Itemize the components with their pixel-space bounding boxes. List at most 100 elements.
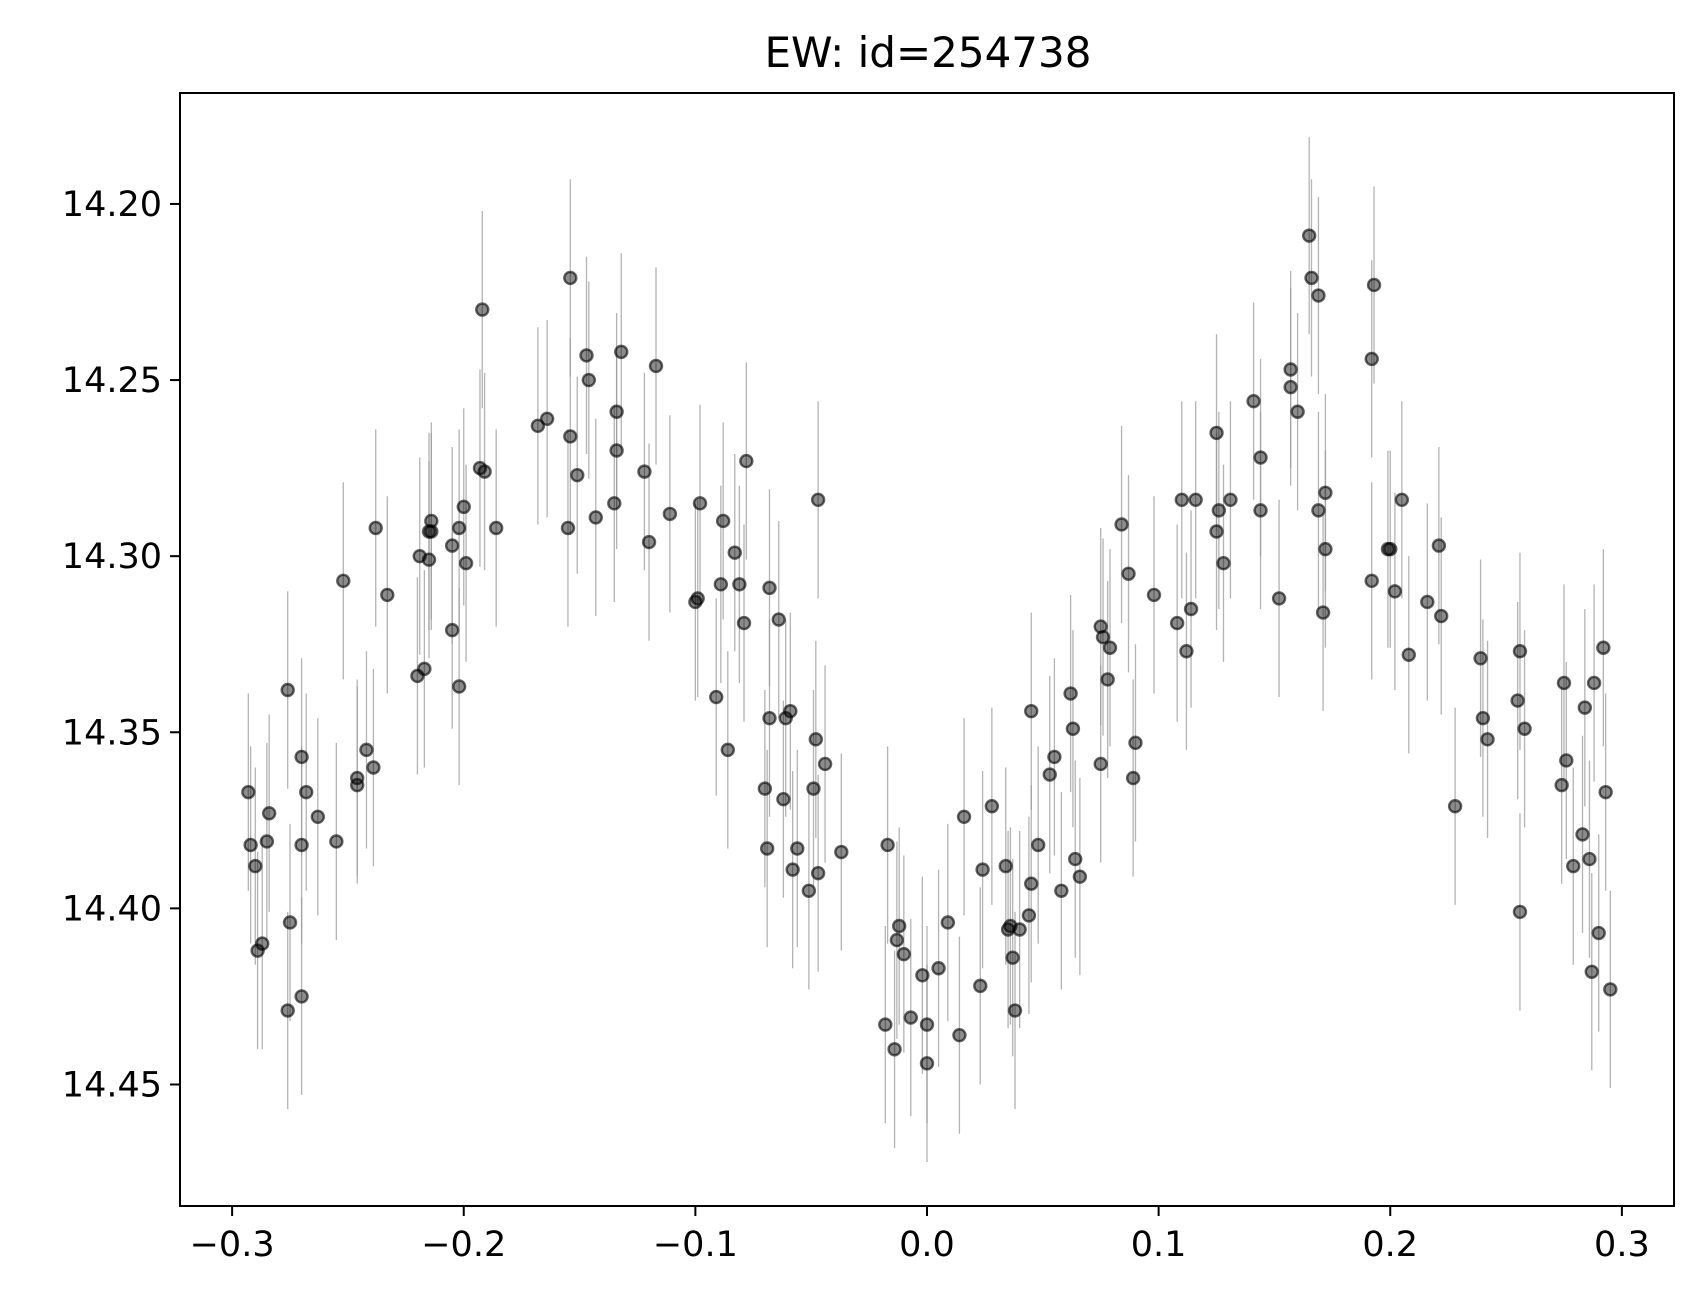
data-point [1169, 615, 1185, 631]
data-point [878, 1017, 893, 1032]
x-axis: −0.3 −0.2 −0.1 0.0 0.1 0.2 0.3 [190, 1206, 1650, 1265]
data-point [931, 961, 946, 976]
data-point [609, 404, 624, 419]
data-point [641, 534, 657, 550]
data-point [563, 270, 578, 286]
data-point [294, 989, 309, 1004]
data-point [889, 932, 905, 948]
data-point [903, 1010, 918, 1025]
data-point [713, 577, 729, 592]
data-point [294, 837, 309, 853]
data-point [801, 883, 817, 898]
data-point [1582, 851, 1597, 867]
data-point [1012, 922, 1027, 937]
data-point [806, 781, 821, 796]
data-point [940, 915, 956, 930]
data-point [530, 418, 546, 434]
data-point [790, 841, 805, 856]
data-point [488, 520, 504, 536]
data-point [1063, 686, 1078, 701]
x-tick-label: 0.2 [1362, 1225, 1418, 1265]
data-point [1364, 351, 1379, 367]
y-tick-label: 14.25 [62, 361, 162, 401]
data-point [349, 770, 365, 786]
data-point [1030, 837, 1046, 853]
data-point [1128, 735, 1143, 751]
data-point [919, 1056, 935, 1071]
data-point [1318, 541, 1333, 557]
data-point [294, 749, 309, 765]
data-point [421, 552, 437, 567]
data-point [1431, 538, 1447, 553]
data-point [720, 742, 735, 758]
data-point [1246, 393, 1261, 409]
y-axis: 14.20 14.25 14.30 14.35 14.40 14.45 [62, 185, 180, 1105]
data-point [776, 791, 791, 807]
y-tick-label: 14.30 [62, 537, 162, 577]
data-point [1100, 672, 1115, 687]
chart-title: EW: id=254738 [765, 28, 1092, 77]
y-tick-label: 14.40 [62, 889, 162, 929]
marker-layer [241, 228, 1618, 1071]
data-point [1304, 270, 1319, 286]
data-point [380, 587, 395, 603]
data-point [1065, 721, 1081, 736]
data-point [1598, 784, 1613, 800]
data-point [1188, 492, 1203, 508]
data-point [1364, 573, 1379, 589]
data-point [732, 577, 747, 592]
data-point [539, 411, 555, 426]
data-point [1283, 379, 1298, 395]
x-tick-label: 0.3 [1594, 1225, 1650, 1265]
data-point [887, 1042, 902, 1057]
data-point [359, 742, 374, 758]
data-point [1183, 601, 1199, 617]
data-point [662, 506, 678, 522]
data-point [451, 679, 467, 694]
data-point [1290, 404, 1305, 419]
data-point [1072, 869, 1088, 884]
data-point [1366, 277, 1382, 293]
data-point [241, 784, 256, 800]
data-point [1209, 524, 1224, 539]
data-point [771, 612, 786, 627]
data-point [1271, 591, 1287, 606]
data-point [255, 936, 270, 951]
data-point [637, 464, 652, 479]
data-point [424, 513, 439, 529]
data-point [834, 844, 849, 860]
data-point [1510, 693, 1525, 708]
data-point [1174, 492, 1189, 508]
data-point [1054, 883, 1069, 898]
data-point [581, 372, 597, 388]
data-point [614, 344, 629, 360]
data-point [609, 443, 624, 458]
data-point [1211, 503, 1227, 518]
data-point [690, 591, 705, 606]
data-point [1223, 492, 1238, 508]
data-point [1318, 485, 1333, 500]
data-point [998, 858, 1013, 874]
data-point [261, 806, 277, 821]
data-point [817, 756, 833, 772]
data-point [1554, 777, 1569, 793]
data-point [366, 760, 381, 775]
data-point [1394, 492, 1410, 508]
data-point [1401, 647, 1416, 662]
data-point [709, 689, 724, 705]
data-point [880, 837, 895, 853]
data-point [1473, 651, 1488, 666]
data-point [1577, 700, 1593, 715]
data-point [1216, 556, 1231, 571]
data-point [458, 556, 474, 571]
data-point [736, 615, 752, 631]
data-point [1475, 710, 1491, 726]
data-point [607, 496, 622, 511]
data-point [1311, 503, 1326, 518]
data-point [1125, 770, 1141, 786]
data-point [1114, 517, 1129, 532]
data-point [757, 781, 773, 796]
data-point [456, 499, 471, 515]
data-point [1603, 982, 1618, 997]
data-point [1584, 964, 1599, 979]
